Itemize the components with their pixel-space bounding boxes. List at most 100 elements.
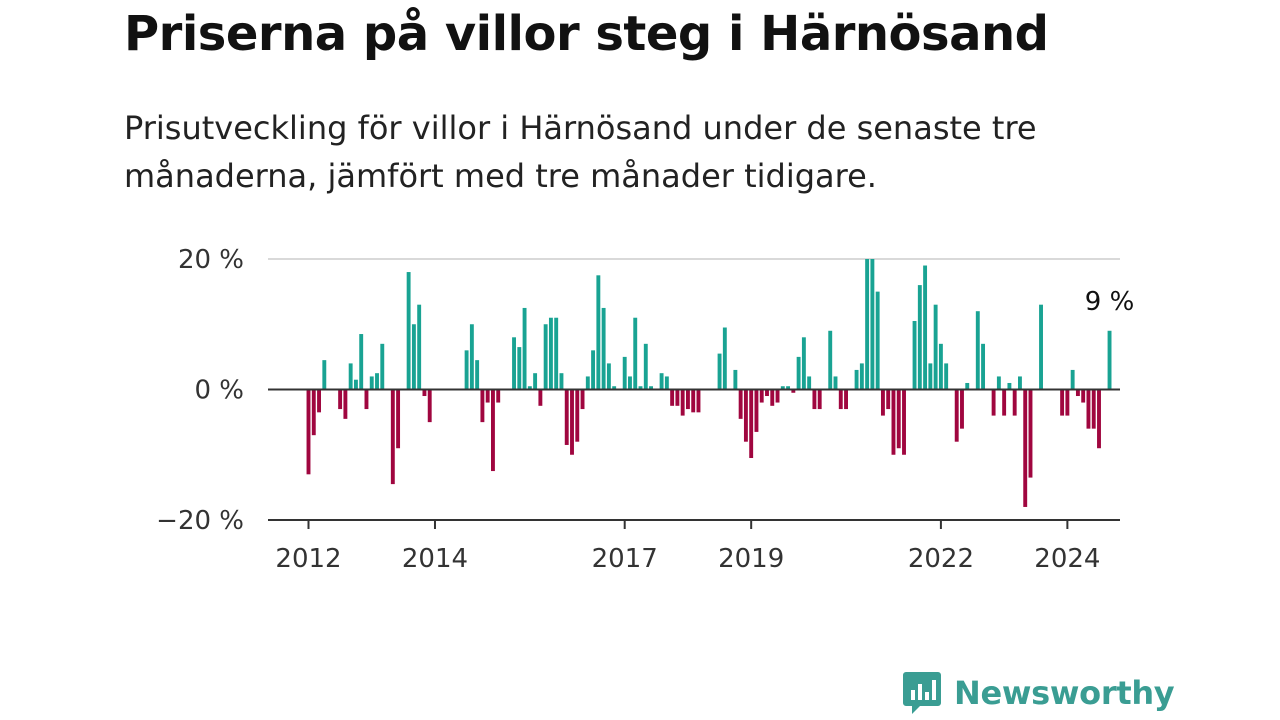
- bar: [554, 317, 559, 390]
- bar: [975, 311, 980, 390]
- bar: [427, 389, 432, 423]
- y-tick-label: −20 %: [156, 506, 244, 536]
- bar: [585, 376, 590, 390]
- bar: [612, 386, 617, 390]
- bar: [396, 389, 401, 449]
- bar: [1007, 382, 1012, 390]
- bar: [680, 389, 685, 416]
- bar: [865, 259, 870, 390]
- bar: [875, 291, 880, 390]
- bar: [564, 389, 569, 445]
- bar: [491, 389, 495, 472]
- chart-title: Priserna på villor steg i Härnösand: [124, 6, 1049, 62]
- bar: [791, 389, 796, 393]
- bar: [685, 389, 690, 410]
- bar: [1081, 389, 1086, 403]
- bar: [311, 389, 316, 436]
- bar: [659, 373, 664, 390]
- bar: [527, 386, 532, 390]
- bar: [765, 389, 769, 397]
- bar: [517, 347, 522, 390]
- x-tick-label: 2022: [908, 544, 974, 574]
- bar: [1028, 389, 1033, 478]
- bar: [375, 373, 379, 390]
- bar: [891, 389, 896, 455]
- bar: [691, 389, 696, 413]
- bar: [1075, 389, 1080, 397]
- bar: [664, 376, 669, 390]
- x-tick-label: 2019: [718, 544, 784, 574]
- bar: [991, 389, 996, 416]
- bar: [902, 389, 906, 455]
- bar: [870, 259, 875, 390]
- bar: [828, 330, 833, 390]
- brand: Newsworthy: [902, 670, 1175, 716]
- bar: [606, 363, 611, 390]
- brand-name: Newsworthy: [954, 674, 1175, 712]
- bar: [496, 389, 501, 403]
- bar: [343, 389, 348, 419]
- bar: [1002, 389, 1007, 416]
- bar: [812, 389, 817, 410]
- bar: [960, 389, 964, 429]
- bar: [923, 265, 928, 390]
- bar: [633, 317, 638, 390]
- bar: [896, 389, 901, 449]
- bar: [469, 324, 474, 390]
- chart-subtitle: Prisutveckling för villor i Härnösand un…: [124, 109, 1037, 195]
- bar: [649, 386, 653, 390]
- bar: [886, 389, 891, 410]
- bar: [1018, 376, 1022, 390]
- bar: [833, 376, 838, 390]
- bar: [796, 356, 801, 390]
- bar: [533, 373, 538, 390]
- bar: [786, 386, 791, 390]
- bar: [738, 389, 743, 419]
- bar: [917, 285, 922, 390]
- bar: [928, 363, 933, 390]
- last-value-label: 9 %: [1085, 287, 1135, 317]
- bar: [775, 389, 780, 403]
- bar: [1091, 389, 1096, 429]
- bar: [743, 389, 748, 442]
- bar: [1060, 389, 1065, 416]
- bar: [638, 386, 643, 390]
- x-tick-label: 2017: [592, 544, 658, 574]
- bar: [580, 389, 585, 410]
- bar-chart-speech-bubble-icon: [903, 672, 941, 714]
- bar: [1097, 389, 1101, 449]
- bar: [854, 369, 859, 390]
- bar: [622, 356, 627, 390]
- bar: [981, 343, 986, 390]
- bar: [322, 360, 327, 390]
- bar: [411, 324, 416, 390]
- bar: [912, 320, 917, 390]
- bar: [628, 376, 632, 390]
- bar: [591, 350, 596, 390]
- bar: [543, 324, 548, 390]
- bar: [1107, 330, 1112, 390]
- bar: [596, 275, 601, 390]
- bar: [548, 317, 553, 390]
- x-tick-label: 2014: [402, 544, 468, 574]
- bar: [538, 389, 543, 406]
- bar: [406, 272, 411, 390]
- bar: [933, 304, 938, 390]
- bar: [1039, 304, 1043, 390]
- x-tick-label: 2012: [275, 544, 341, 574]
- bar: [844, 389, 848, 410]
- bar: [1065, 389, 1070, 416]
- bar: [485, 389, 490, 403]
- bar: [1012, 389, 1017, 416]
- bar: [749, 389, 754, 459]
- bar: [696, 389, 701, 413]
- bar: [801, 337, 806, 390]
- x-tick-label: 2024: [1034, 544, 1100, 574]
- bar: [1070, 369, 1075, 390]
- bar: [643, 343, 648, 390]
- bar: [480, 389, 485, 423]
- y-tick-label: 0 %: [194, 376, 244, 406]
- bar: [944, 363, 949, 390]
- bar: [938, 343, 943, 390]
